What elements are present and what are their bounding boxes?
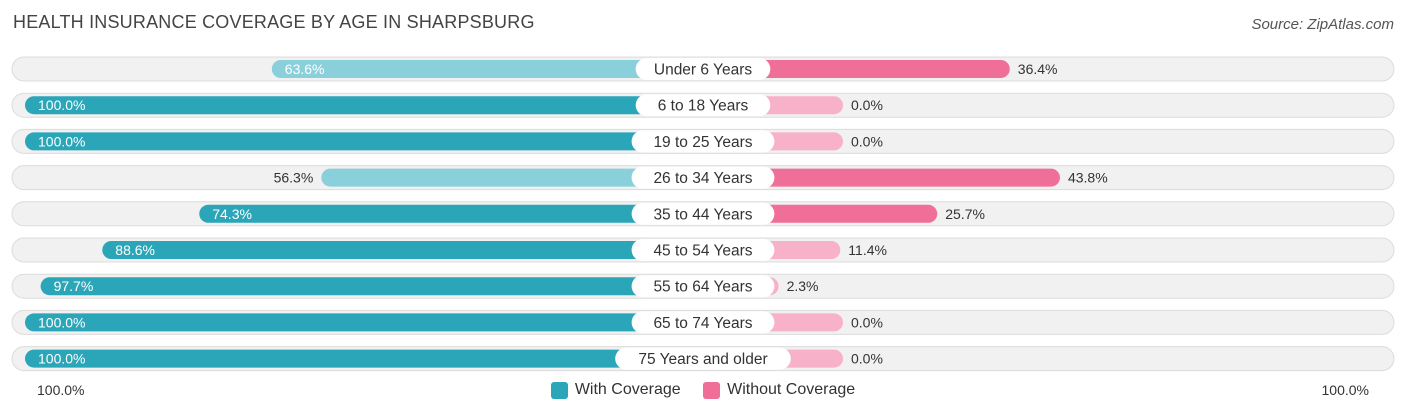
category-pill [631,275,775,298]
category-pill [631,311,775,334]
value-label-without-coverage: 0.0% [851,97,883,113]
value-label-without-coverage: 43.8% [1068,170,1108,186]
value-label-with-coverage: 88.6% [115,242,155,258]
value-label-with-coverage: 100.0% [38,133,85,149]
bar-with-coverage [271,60,703,78]
category-pill [631,202,775,225]
category-pill [631,239,775,261]
value-label-without-coverage: 0.0% [851,133,883,149]
category-label: 55 to 64 Years [653,279,752,296]
value-label-with-coverage: 100.0% [38,97,85,113]
chart-canvas: Under 6 Years 63.6% 36.4% 6 to 18 Years 100.… [11,56,1395,372]
value-label-without-coverage: 0.0% [851,314,883,330]
category-pill [631,166,775,189]
value-label-without-coverage: 36.4% [1018,61,1058,77]
bar-with-coverage [199,204,703,223]
value-label-with-coverage: 100.0% [38,314,85,330]
category-label: 6 to 18 Years [658,98,749,115]
bar-with-coverage [102,241,704,259]
value-label-without-coverage: 11.4% [848,242,887,258]
bar-with-coverage [25,313,703,332]
category-label: 75 Years and older [638,351,767,368]
legend-label-without-coverage: Without Coverage [727,381,856,398]
category-label: 26 to 34 Years [653,170,752,187]
source-label: Source: ZipAtlas.com [1251,16,1394,33]
category-label: 65 to 74 Years [653,315,752,332]
axis-label-left: 100.0% [37,382,85,398]
category-label: 45 to 54 Years [653,243,752,260]
legend-item-without-coverage[interactable]: Without Coverage [703,381,855,399]
value-label-with-coverage: 56.3% [274,170,314,186]
category-label: Under 6 Years [654,62,752,79]
value-label-without-coverage: 2.3% [787,278,819,294]
bar-without-coverage [703,168,1060,187]
category-pill [615,347,791,370]
legend-item-with-coverage[interactable]: With Coverage [550,381,681,399]
bar-with-coverage [25,349,703,368]
chart-title: HEALTH INSURANCE COVERAGE BY AGE IN SHAR… [13,12,535,32]
legend: With Coverage Without Coverage [0,381,1406,404]
value-label-with-coverage: 74.3% [212,206,252,222]
bar-with-coverage [25,132,703,151]
category-pill [631,130,775,153]
axis-label-right: 100.0% [1321,382,1369,398]
bar-with-coverage [321,168,703,187]
value-label-without-coverage: 0.0% [851,351,883,367]
legend-swatch-without-coverage [703,381,721,399]
bar-with-coverage [25,96,703,115]
legend-label-with-coverage: With Coverage [574,381,681,398]
category-label: 35 to 44 Years [653,206,752,223]
bar-with-coverage [40,277,704,296]
category-pill [635,94,771,117]
value-label-with-coverage: 100.0% [38,351,85,367]
value-label-with-coverage: 63.6% [285,61,325,77]
category-label: 19 to 25 Years [653,134,752,151]
bar-without-coverage [703,60,1010,78]
value-label-without-coverage: 25.7% [945,206,985,222]
value-label-with-coverage: 97.7% [54,278,94,294]
category-pill [635,58,771,80]
legend-swatch-with-coverage [550,381,568,399]
